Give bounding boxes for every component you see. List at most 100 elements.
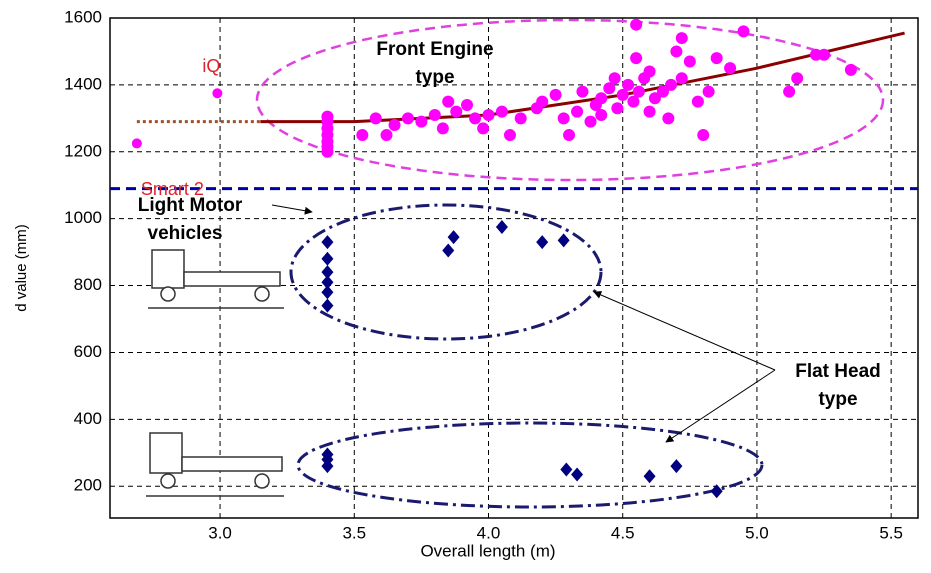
point [622, 79, 634, 91]
plot-frame [110, 18, 918, 518]
point [550, 89, 562, 101]
point [560, 463, 572, 477]
y-tick-label: 400 [74, 409, 102, 428]
x-tick-label: 5.5 [879, 523, 903, 542]
point [448, 230, 460, 244]
trend-line [260, 33, 904, 122]
flat-head-ellipse [291, 205, 601, 339]
y-tick-label: 1000 [64, 208, 102, 227]
point [609, 72, 621, 84]
point-label: iQ [202, 56, 220, 76]
point [558, 233, 570, 247]
flat-head-ellipse [298, 423, 762, 507]
point [684, 55, 696, 67]
point [442, 243, 454, 257]
point [321, 299, 333, 313]
point [402, 112, 414, 124]
y-tick-label: 600 [74, 342, 102, 361]
point [496, 220, 508, 234]
point [482, 109, 494, 121]
point [644, 469, 656, 483]
point [321, 285, 333, 299]
point [644, 106, 656, 118]
point [370, 112, 382, 124]
point [563, 129, 575, 141]
point [845, 64, 857, 76]
point [665, 79, 677, 91]
point [676, 72, 688, 84]
point [670, 459, 682, 473]
point [644, 66, 656, 78]
point [389, 119, 401, 131]
point [415, 116, 427, 128]
point [724, 62, 736, 74]
x-tick-label: 3.5 [342, 523, 366, 542]
point [662, 112, 674, 124]
point [469, 112, 481, 124]
point [429, 109, 441, 121]
truck-icon [148, 250, 284, 308]
chart: Overall length (m) d value (mm) Front En… [0, 0, 931, 568]
point [791, 72, 803, 84]
point-label: Smart 2 [141, 179, 204, 199]
annotation: vehicles [148, 223, 223, 244]
annotation: Front Engine [376, 39, 493, 60]
point [558, 112, 570, 124]
point [356, 129, 368, 141]
point [633, 86, 645, 98]
point [380, 129, 392, 141]
x-tick-label: 4.0 [477, 523, 501, 542]
point [711, 484, 723, 498]
point [536, 235, 548, 249]
point [676, 32, 688, 44]
point [442, 96, 454, 108]
truck-icon [146, 433, 284, 496]
y-tick-label: 800 [74, 275, 102, 294]
x-tick-label: 5.0 [745, 523, 769, 542]
point [818, 49, 830, 61]
front-engine-ellipse [257, 20, 883, 180]
arrow [666, 370, 775, 442]
point [697, 129, 709, 141]
point [321, 252, 333, 266]
annotation: Flat Head [795, 361, 881, 382]
point [595, 109, 607, 121]
point [630, 52, 642, 64]
point [670, 45, 682, 57]
x-axis-label: Overall length (m) [420, 541, 555, 560]
point [504, 129, 516, 141]
point [571, 106, 583, 118]
point [738, 25, 750, 37]
y-tick-label: 1600 [64, 7, 102, 26]
y-axis-label: d value (mm) [13, 224, 30, 312]
point [450, 106, 462, 118]
x-tick-label: 3.0 [208, 523, 232, 542]
point [321, 111, 333, 123]
point [576, 86, 588, 98]
y-tick-label: 200 [74, 476, 102, 495]
point [711, 52, 723, 64]
point [630, 19, 642, 31]
named-point [132, 138, 142, 148]
y-tick-label: 1200 [64, 141, 102, 160]
point [783, 86, 795, 98]
point [477, 122, 489, 134]
point [611, 102, 623, 114]
point [595, 92, 607, 104]
annotation: type [818, 389, 857, 410]
point [536, 96, 548, 108]
arrow [594, 292, 775, 370]
x-tick-label: 4.5 [611, 523, 635, 542]
point [437, 122, 449, 134]
annotation: type [415, 67, 454, 88]
point [496, 106, 508, 118]
point [703, 86, 715, 98]
point [571, 468, 583, 482]
named-point [212, 88, 222, 98]
point [585, 116, 597, 128]
y-tick-label: 1400 [64, 74, 102, 93]
point [515, 112, 527, 124]
point [692, 96, 704, 108]
point [321, 235, 333, 249]
arrow [272, 205, 312, 212]
